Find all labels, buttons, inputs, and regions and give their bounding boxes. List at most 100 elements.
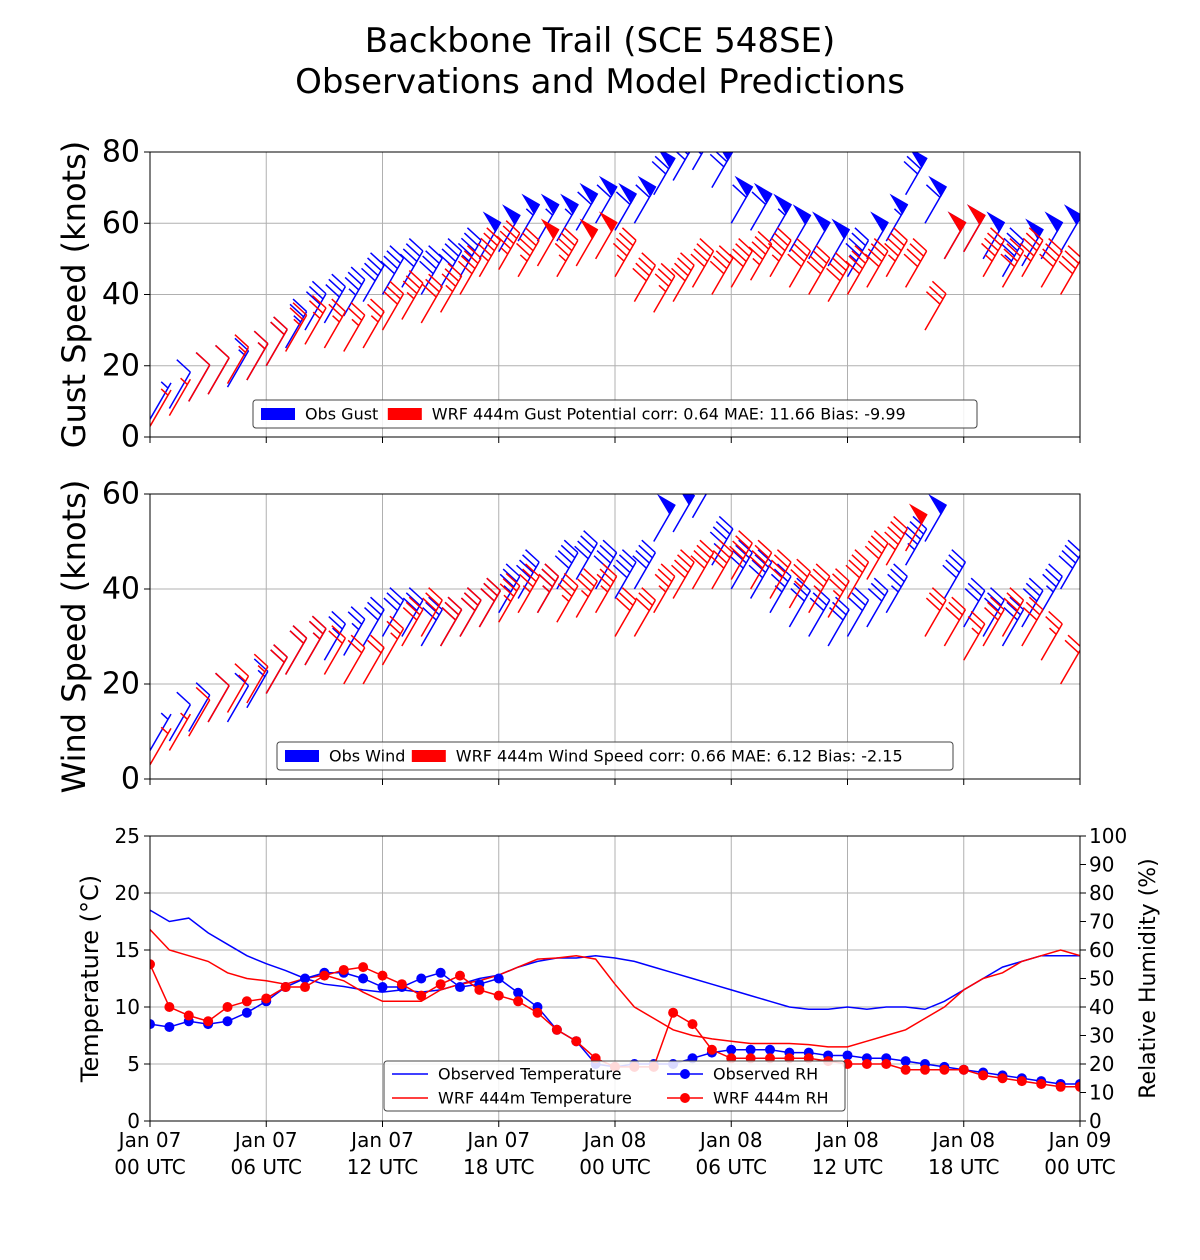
barb-full — [757, 539, 773, 554]
wind-barb — [729, 237, 753, 288]
barb-staff — [691, 552, 715, 590]
barb-full — [215, 344, 230, 359]
barb-full — [757, 230, 773, 245]
barb-full — [460, 255, 476, 270]
barb-pennant — [579, 218, 599, 240]
barb-full — [1084, 569, 1098, 581]
wind-barb — [265, 316, 288, 367]
barb-half — [558, 254, 567, 262]
wind-barb — [709, 539, 734, 590]
barb-full — [441, 273, 457, 287]
barb-full — [699, 539, 715, 554]
barb-full — [1028, 227, 1044, 241]
marker — [687, 1019, 698, 1030]
barb-half — [180, 712, 188, 720]
barb-staff — [168, 378, 192, 416]
barb-full — [632, 555, 647, 569]
barb-full — [751, 241, 767, 255]
barb-full — [770, 573, 786, 588]
barb-staff — [439, 609, 463, 647]
barb-full — [751, 191, 767, 205]
barb-full — [618, 232, 634, 247]
barb-pennant — [637, 175, 657, 198]
marker — [706, 1044, 717, 1055]
barb-full — [712, 526, 728, 540]
barb-pennant — [618, 182, 638, 205]
barb-full — [906, 155, 922, 170]
barb-full — [970, 610, 986, 625]
barb-full — [1045, 243, 1060, 257]
barb-full — [1006, 601, 1022, 616]
barb-full — [757, 549, 773, 563]
barb-full — [931, 587, 947, 601]
barb-half — [500, 247, 509, 255]
barb-pennant — [722, 152, 734, 162]
barb-staff — [226, 685, 250, 723]
wind-barb — [845, 227, 870, 278]
marker — [203, 1016, 214, 1027]
marker — [1036, 1078, 1047, 1089]
barb-full — [635, 597, 650, 612]
barb-full — [289, 303, 305, 318]
y-tick-label: 10 — [115, 995, 140, 1019]
barb-full — [444, 268, 460, 282]
wind-barb — [963, 204, 986, 253]
barb-full — [292, 298, 308, 313]
barb-staff — [459, 239, 482, 278]
barb-pennant — [928, 494, 948, 516]
barb-half — [461, 254, 470, 262]
wind-barb — [420, 273, 443, 324]
barb-pennant — [579, 182, 599, 205]
barb-staff — [769, 239, 792, 278]
barb-half — [545, 208, 554, 216]
wind-barb — [690, 539, 715, 590]
wind-barb — [826, 252, 850, 302]
barb-full — [809, 597, 825, 612]
y2-tick-label: 10 — [1089, 1081, 1114, 1105]
barb-full — [657, 568, 673, 583]
barb-full — [399, 253, 415, 268]
barb-half — [658, 585, 667, 593]
barb-full — [176, 691, 191, 706]
legend-label: WRF 444m RH — [713, 1089, 829, 1108]
barb-full — [693, 550, 709, 564]
wind-barb — [787, 237, 812, 288]
barb-full — [347, 639, 363, 654]
wind-barb — [574, 530, 598, 580]
barb-staff — [1059, 259, 1080, 295]
barb-full — [809, 573, 825, 588]
y-tick-label: 60 — [102, 206, 140, 241]
barb-full — [347, 307, 363, 321]
wind-barb — [457, 227, 482, 278]
wind-barb — [478, 211, 502, 260]
wind-barb — [362, 634, 385, 685]
barb-full — [428, 596, 443, 611]
barb-half — [351, 622, 360, 631]
barb-full — [1000, 242, 1016, 257]
y-tick-label: 40 — [102, 572, 140, 607]
barb-full — [425, 278, 440, 293]
barb-staff — [323, 637, 347, 675]
barb-full — [422, 255, 437, 270]
y-axis-label: Gust Speed (knots) — [55, 141, 93, 449]
barb-full — [505, 563, 521, 577]
barb-full — [405, 275, 421, 289]
barb-staff — [1001, 609, 1025, 647]
barb-full — [729, 555, 744, 569]
wind-barb — [767, 227, 792, 278]
barb-staff — [362, 609, 385, 647]
wind-barb — [498, 563, 521, 614]
wind-barb — [749, 182, 773, 231]
barb-full — [1003, 597, 1019, 612]
wind-barb — [1021, 596, 1044, 647]
barb-full — [912, 237, 928, 252]
y-tick-label: 40 — [102, 277, 140, 312]
wind-barb — [343, 266, 366, 317]
plot-frame — [149, 151, 1081, 438]
marker — [150, 959, 155, 970]
barb-half — [777, 208, 786, 216]
barb-full — [370, 634, 385, 649]
barb-full — [615, 191, 631, 205]
barb-full — [234, 337, 250, 352]
barb-full — [516, 242, 531, 257]
